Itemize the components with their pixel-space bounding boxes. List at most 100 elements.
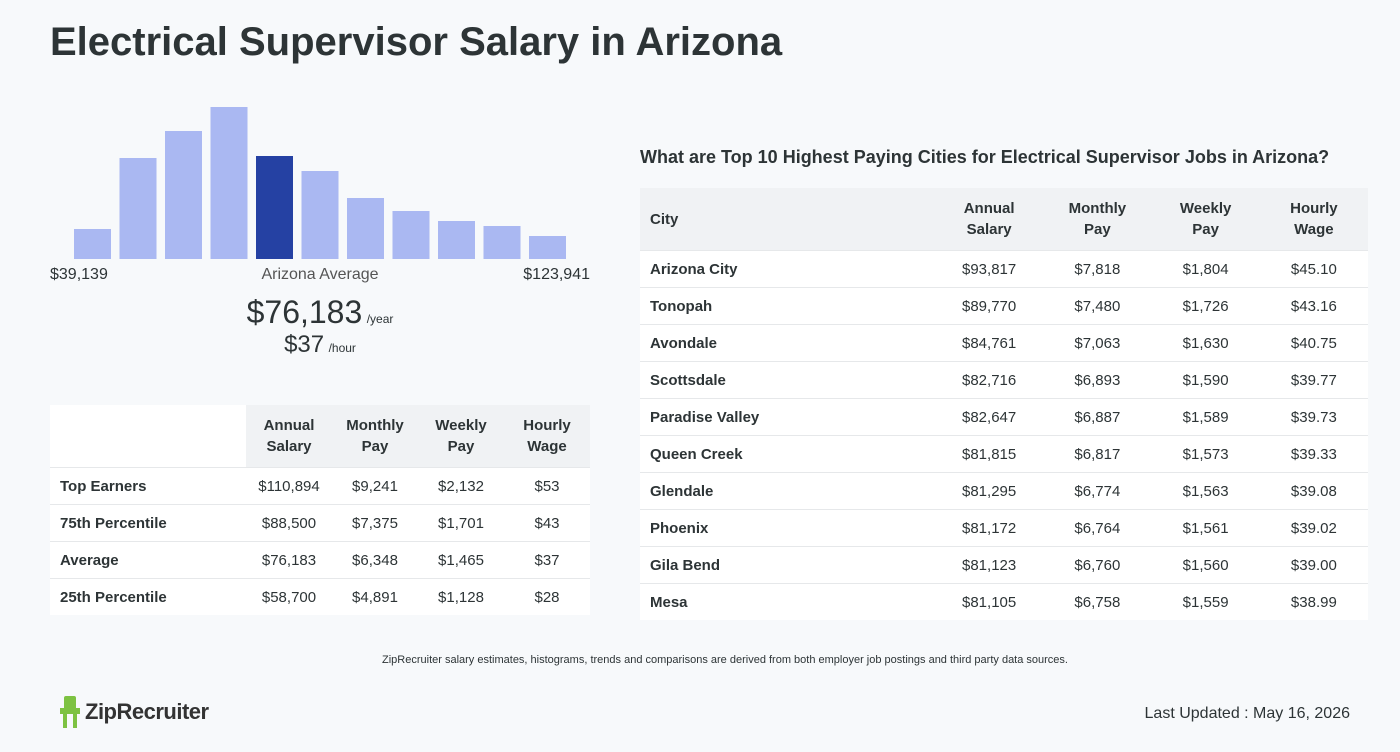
table-cell: $45.10 [1290,260,1337,278]
table-row: Arizona City $93,817 $7,818 $1,804 $45.10 [640,250,1368,288]
table-cell: $1,563 [1182,482,1229,500]
header-cell: Hourly Wage [1259,188,1368,251]
table-cell: $1,590 [1182,371,1229,389]
table-cell: $7,818 [1074,260,1121,278]
table-head: Annual Salary Monthly Pay Weekly Pay Hourly… [50,405,590,468]
table-cell: $1,589 [1182,408,1229,426]
header-cell: Monthly Pay [1043,188,1152,251]
table-cell: $7,375 [352,514,398,532]
table-cell: Paradise Valley [650,408,760,426]
table-cell: Top Earners [60,477,147,495]
header-row: Annual Salary Monthly Pay Weekly Pay Hourly… [50,405,590,468]
histogram-bar [74,229,111,259]
table-cell: $6,760 [1074,556,1121,574]
table-cell: $7,063 [1074,334,1121,352]
table-cell: $39.00 [1290,556,1337,574]
table-cell: $37 [534,551,560,569]
table-cell: $89,770 [962,297,1017,315]
table-cell: Arizona City [650,260,738,278]
header-text: Weekly Pay [1179,200,1232,238]
table-cell: $39.02 [1290,519,1337,537]
histogram-bar [119,158,157,259]
histogram [74,107,566,259]
page-title: Electrical Supervisor Salary in Arizona [50,20,783,64]
table-row: 75th Percentile $88,500 $7,375 $1,701 $43 [50,504,590,542]
header-cell [50,405,246,468]
header-text: Monthly Pay [1068,200,1127,238]
table-cell: $81,815 [962,445,1017,463]
table-body: Arizona City $93,817 $7,818 $1,804 $45.10 Ton… [640,250,1368,620]
annual-unit: /year [366,312,394,326]
last-updated: Last Updated : May 16, 2026 [1144,705,1350,722]
table-cell: $6,817 [1074,445,1121,463]
range-max: $123,941 [523,266,590,283]
table-cell: Gila Bend [650,556,721,574]
table-cell: $6,893 [1074,371,1121,389]
histogram-bar [483,226,521,259]
table-cell: 25th Percentile [60,588,167,606]
header-text: Annual Salary [263,417,315,455]
histogram-bar [438,221,475,259]
table-cell: $39.33 [1290,445,1337,463]
header-cell: Monthly Pay [332,405,418,468]
table-cell: Mesa [650,593,688,611]
table-cell: $58,700 [261,588,317,606]
table-row: 25th Percentile $58,700 $4,891 $1,128 $28 [50,578,590,615]
logo-icon [60,696,80,728]
table-cell: $81,105 [962,593,1017,611]
histogram-bar [256,156,293,259]
table-cell: $6,348 [352,551,398,569]
histogram-bar [347,198,384,259]
histogram-bar [165,131,202,259]
table-row: Average $76,183 $6,348 $1,465 $37 [50,541,590,579]
table-cell: $1,465 [438,551,484,569]
table-cell: $1,573 [1182,445,1229,463]
table-cell: $39.77 [1290,371,1337,389]
percentile-table: Annual Salary Monthly Pay Weekly Pay Hourly… [50,405,590,615]
histogram-bar [392,211,430,259]
header-text: Monthly Pay [346,417,404,455]
logo: ZipRecruiter [58,694,209,730]
table-cell: $93,817 [962,260,1017,278]
header-cell: Hourly Wage [504,405,590,468]
header-cell: City [640,188,935,251]
table-cell: $1,560 [1182,556,1229,574]
table-cell: $81,123 [962,556,1017,574]
table-cell: $6,774 [1074,482,1121,500]
table-row: Mesa $81,105 $6,758 $1,559 $38.99 [640,583,1368,620]
table-cell: Scottsdale [650,371,726,389]
table-cell: Average [60,551,119,569]
table-cell: $1,701 [438,514,484,532]
header-row: City Annual Salary Monthly Pay Weekly Pay Ho… [640,188,1368,251]
average-hourly: $37 [284,331,325,358]
table-cell: Avondale [650,334,717,352]
header-text: Hourly Wage [1290,200,1338,238]
table-cell: $81,295 [962,482,1017,500]
range-min: $39,139 [50,266,108,283]
header-text: Hourly Wage [523,417,571,455]
histogram-bar [210,107,248,259]
average-annual-block: $76,183 /year [0,294,640,331]
hourly-unit: /hour [328,341,356,355]
table-cell: $9,241 [352,477,398,495]
table-cell: $1,804 [1182,260,1229,278]
table-cell: $7,480 [1074,297,1121,315]
table-row: Top Earners $110,894 $9,241 $2,132 $53 [50,467,590,505]
table-cell: $1,559 [1182,593,1229,611]
table-cell: $1,561 [1182,519,1229,537]
table-cell: $43.16 [1290,297,1337,315]
footer-note: ZipRecruiter salary estimates, histogram… [382,654,1068,666]
table-cell: $43 [534,514,560,532]
histogram-bar [529,236,566,259]
table-cell: $6,758 [1074,593,1121,611]
average-annual: $76,183 [246,294,363,330]
table-cell: $1,726 [1182,297,1229,315]
table-cell: $40.75 [1290,334,1337,352]
table-row: Glendale $81,295 $6,774 $1,563 $39.08 [640,472,1368,510]
table-cell: $4,891 [352,588,398,606]
table-cell: $53 [534,477,560,495]
header-text: Weekly Pay [435,417,487,455]
header-cell: Weekly Pay [1151,188,1260,251]
cities-title: What are Top 10 Highest Paying Cities fo… [640,147,1330,167]
